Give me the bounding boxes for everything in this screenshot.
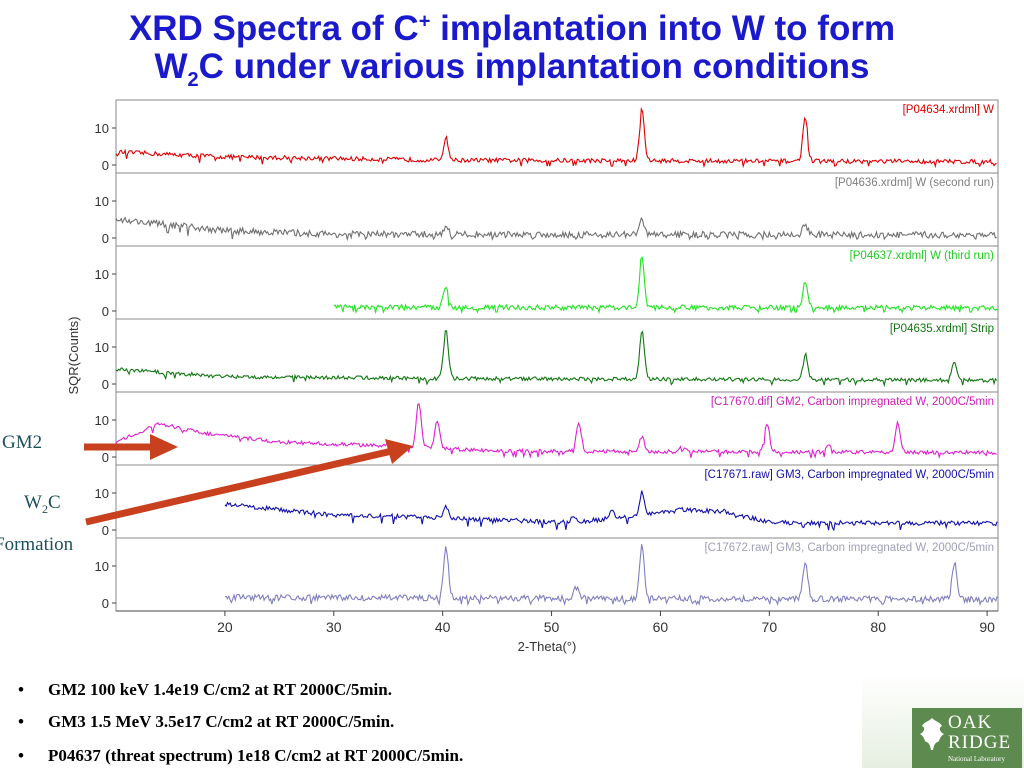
bullet-item: • GM3 1.5 MeV 3.5e17 C/cm2 at RT 2000C/5m… [18,712,394,732]
logo-line-3: National Laboratory [948,755,1005,763]
y-tick-label: 10 [95,413,109,428]
title-superscript: + [418,10,431,33]
x-tick-label: 60 [653,619,669,635]
y-tick-label: 0 [102,158,109,173]
bullet-text: GM2 100 keV 1.4e19 C/cm2 at RT 2000C/5mi… [48,680,392,699]
series-line [224,490,998,532]
slide-title: XRD Spectra of C+ implantation into W to… [0,10,1024,91]
y-tick-label: 10 [95,340,109,355]
x-tick-label: 20 [217,619,233,635]
callout-subscript: 2 [41,501,48,516]
y-tick-label: 10 [95,559,109,574]
callout-text: W [24,492,42,513]
title-text: implantation into W to form [430,9,896,48]
y-tick-label: 10 [95,267,109,282]
series-line [115,106,997,169]
w2c-arrow-shaft [85,447,393,526]
series-label: [P04635.xrdml] Strip [890,323,994,335]
y-tick-label: 0 [102,523,109,538]
logo-line-1: OAK [948,712,993,733]
x-tick-label: 30 [326,619,342,635]
bullet-item: • P04637 (threat spectrum) 1e18 C/cm2 at … [18,746,463,766]
callout-w2c: W2C [24,492,61,517]
y-tick-label: 0 [102,304,109,319]
y-tick-label: 0 [102,596,109,611]
callout-gm2: GM2 [2,432,43,453]
y-tick-label: 0 [102,377,109,392]
title-line-2: W2C under various implantation condition… [0,47,1024,91]
series-line [115,403,997,459]
title-text: XRD Spectra of C [128,9,419,48]
callout-text: C [47,492,61,513]
x-tick-label: 40 [435,619,451,635]
bullet-dot: • [18,680,24,699]
series-label: [P04636.xrdml] W (second run) [835,177,994,189]
title-line-1: XRD Spectra of C+ implantation into W to… [0,10,1024,48]
bullet-dot: • [18,712,24,731]
series-line [115,216,997,242]
title-text: W [154,47,188,86]
x-tick-label: 80 [870,619,886,635]
x-axis-label: 2-Theta(°) [518,639,577,654]
series-line [224,544,998,607]
series-label: [C17672.raw] GM3, Carbon impregnated W, … [704,542,994,554]
callout-formation: Formation [0,534,74,555]
title-subscript: 2 [187,69,199,91]
oak-leaf-icon [920,718,944,750]
logo-line-2: RIDGE [948,732,1012,753]
y-tick-label: 10 [95,121,109,136]
x-tick-label: 70 [762,619,778,635]
bullet-item: • GM2 100 keV 1.4e19 C/cm2 at RT 2000C/5m… [18,680,392,700]
series-line [115,330,998,388]
y-tick-label: 0 [102,231,109,246]
bullet-text: GM3 1.5 MeV 3.5e17 C/cm2 at RT 2000C/5mi… [48,712,395,731]
series-label: [C17671.raw] GM3, Carbon impregnated W, … [704,469,994,481]
y-tick-label: 10 [95,486,109,501]
bullet-text: P04637 (threat spectrum) 1e18 C/cm2 at R… [48,746,464,765]
series-line [333,256,998,315]
y-axis-label: SQR(Counts) [66,316,81,394]
gm2-arrow-head [150,434,178,460]
y-tick-label: 0 [102,450,109,465]
oak-ridge-logo: OAK RIDGE National Laboratory [912,708,1022,768]
series-label: [P04634.xrdml] W [903,104,995,116]
x-tick-label: 50 [544,619,560,635]
x-tick-label: 90 [979,619,995,635]
title-text: C under various implantation conditions [198,47,870,86]
series-label: [P04637.xrdml] W (third run) [850,250,995,262]
y-tick-label: 10 [95,194,109,209]
bullet-dot: • [18,746,24,765]
w2c-arrow-head [385,439,413,464]
series-label: [C17670.dif] GM2, Carbon impregnated W, … [711,396,994,408]
